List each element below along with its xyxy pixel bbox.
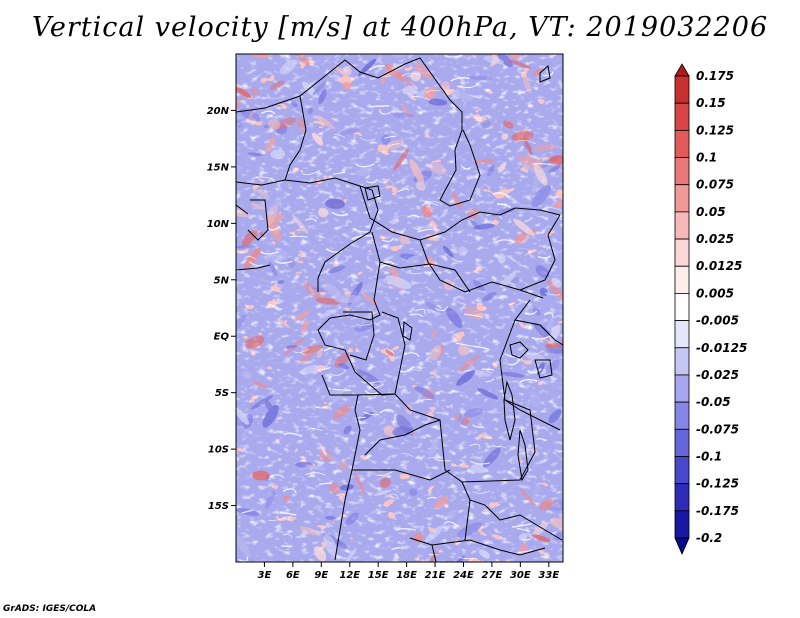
colorbar: 0.175 0.15 0.125 0.1 0.075 0.05 0.025 0.0125 0.0… [674,63,747,555]
lat-tick-label: 15N [207,162,230,173]
colorbar-swatch [674,374,690,403]
colorbar-swatch [674,456,690,485]
colorbar-label: 0.0125 [696,259,742,273]
colorbar-swatch [674,320,690,349]
colorbar-label: -0.125 [696,477,739,491]
colorbar-label: -0.0125 [696,341,747,355]
colorbar-swatch [674,238,690,267]
lat-tick-label: 5S [215,388,229,399]
colorbar-swatch [674,157,690,186]
lon-tick-label: 21E [425,570,446,581]
lon-tick-label: 18E [396,570,417,581]
colorbar-swatch [674,428,690,457]
lat-tick-label: 20N [207,106,230,117]
colorbar-label: 0.1 [696,151,717,165]
colorbar-label: -0.1 [696,450,722,464]
colorbar-label: -0.05 [696,395,731,409]
colorbar-label: 0.125 [696,123,734,137]
colorbar-swatch [674,75,690,104]
colorbar-swatch [674,293,690,321]
colorbar-swatch [674,483,690,512]
lon-tick-label: 24E [453,570,474,581]
colorbar-cap-top [674,63,690,77]
colorbar-cap-bottom [674,537,690,555]
lon-tick-label: 3E [258,570,272,581]
colorbar-label: -0.005 [696,314,739,328]
lat-tick-label: EQ [214,332,230,343]
colorbar-swatch [674,211,690,240]
lat-tick-label: 10S [208,445,229,456]
colorbar-label: -0.075 [696,422,739,436]
colorbar-label: -0.2 [696,531,722,545]
lon-tick-label: 6E [286,570,300,581]
colorbar-swatch [674,129,690,158]
field-shading [236,54,563,562]
colorbar-label: 0.025 [696,232,734,246]
colorbar-swatch [674,401,690,430]
longitude-axis: 3E 6E 9E 12E 15E 18E 21E 24E 27E 30E 33E [258,562,559,581]
colorbar-swatch [674,510,690,539]
map-plot-area [235,53,564,563]
colorbar-label: 0.175 [696,69,734,83]
lon-tick-label: 12E [339,570,360,581]
lon-tick-label: 9E [314,570,328,581]
colorbar-label: 0.075 [696,178,734,192]
colorbar-swatch [674,184,690,213]
colorbar-label: -0.175 [696,504,739,518]
map-frame [235,53,564,563]
colorbar-swatch [674,347,690,376]
lon-tick-label: 15E [368,570,389,581]
latitude-axis: 20N 15N 10N 5N EQ 5S 10S 15S [207,106,236,512]
lat-tick-label: 5N [214,275,230,286]
lon-tick-label: 27E [482,570,503,581]
colorbar-label: 0.005 [696,286,734,300]
colorbar-swatch [674,102,690,131]
water-bodies [364,65,553,482]
lat-tick-label: 10N [207,219,230,230]
lon-tick-label: 30E [510,570,531,581]
country-borders [236,57,563,562]
footer-credit: GrADS: IGES/COLA [3,604,97,614]
lat-tick-label: 15S [208,501,229,512]
colorbar-swatch [674,265,690,294]
chart-title: Vertical velocity [m/s] at 400hPa, VT: 2… [31,12,769,43]
colorbar-label: 0.05 [696,205,726,219]
lon-tick-label: 33E [538,570,559,581]
colorbar-label: 0.15 [696,96,726,110]
colorbar-label: -0.025 [696,368,739,382]
